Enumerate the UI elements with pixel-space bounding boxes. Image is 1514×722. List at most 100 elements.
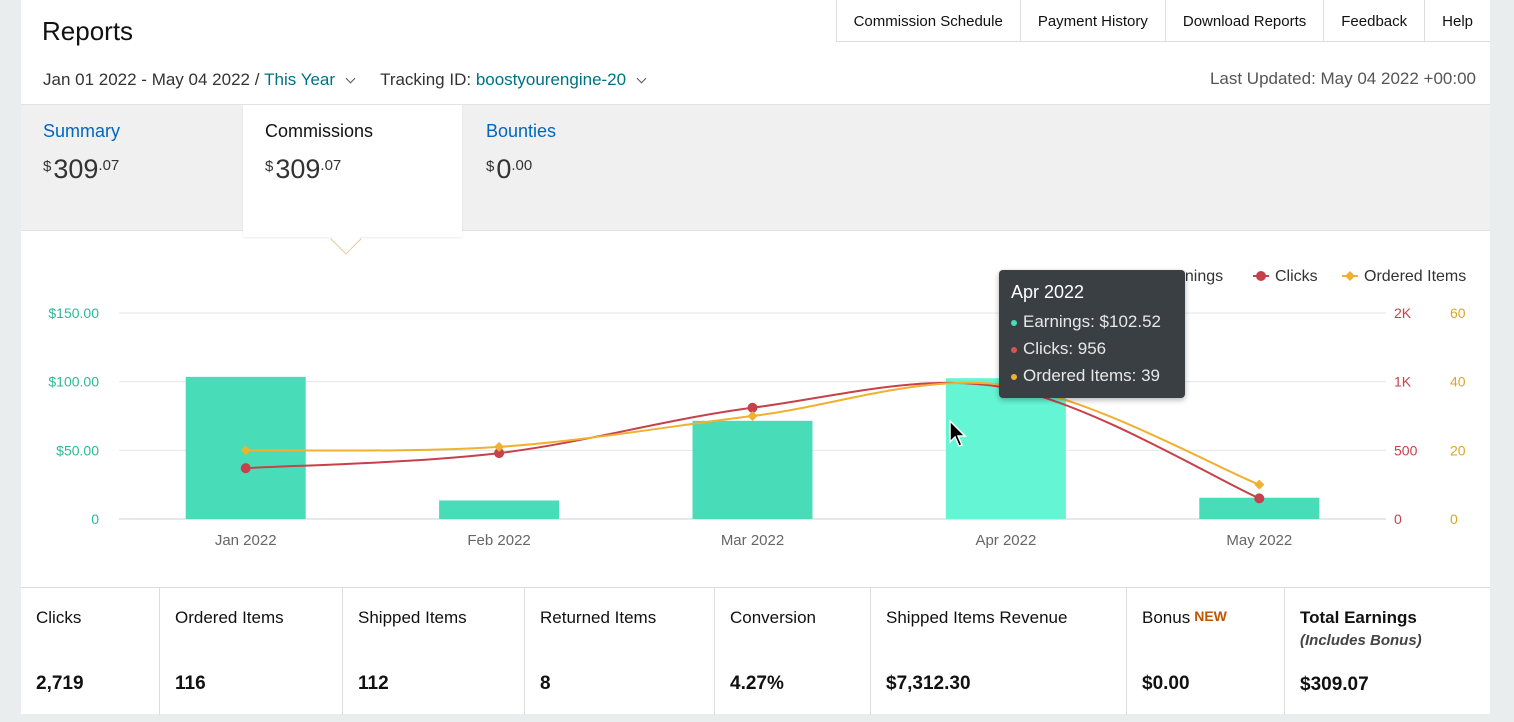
stat-conversion: Conversion 4.27% [715,588,871,715]
legend-ordered-items: Ordered Items [1364,268,1466,285]
tooltip-earnings: Earnings: $102.52 [1023,312,1161,331]
tab-summary[interactable]: Summary $309.07 [21,105,243,232]
amount-whole: 309 [275,154,321,184]
earnings-bar [692,420,813,519]
earnings-bar [945,378,1066,519]
bounties-amount: $0.00 [486,154,642,185]
commissions-amount: $309.07 [265,154,440,185]
ordered-items-point [1254,479,1265,490]
x-axis-label: Jan 2022 [215,532,277,549]
stat-clicks: Clicks 2,719 [21,588,160,715]
clicks-axis-tick: 500 [1394,442,1418,458]
clicks-point [494,448,505,459]
amount-cents: .00 [511,157,533,174]
stat-value: 112 [358,673,389,694]
stat-shipped-items: Shipped Items 112 [343,588,525,715]
earnings-bar [1199,497,1320,519]
mouse-cursor-icon [949,420,967,447]
tab-bounties[interactable]: Bounties $0.00 [464,105,664,232]
date-range: Jan 01 2022 - May 04 2022 / [43,70,260,89]
x-axis-label: May 2022 [1226,532,1292,549]
earnings-bar [439,500,560,519]
stat-bonus: Bonus NEW $0.00 [1127,588,1285,715]
earnings-dot-icon [1011,319,1017,326]
ordered-axis-tick: 60 [1450,305,1466,321]
amount-whole: 0 [496,154,512,184]
clicks-point [1254,493,1265,504]
stat-label: Shipped Items [358,608,467,627]
stat-value: 4.27% [730,673,784,694]
stat-value: 2,719 [36,673,84,694]
reports-panel: Reports Commission Schedule Payment Hist… [21,0,1490,715]
ordered-axis-tick: 40 [1450,374,1466,390]
x-axis-label: Apr 2022 [975,532,1036,549]
nav-payment-history[interactable]: Payment History [1021,0,1166,42]
stat-sublabel: (Includes Bonus) [1300,632,1422,649]
tooltip-row-earnings: Earnings: $102.52 [1011,308,1173,335]
tracking-label: Tracking ID: [380,70,472,89]
tab-commissions-label: Commissions [265,121,374,141]
left-axis-tick: 0 [91,511,99,527]
nav-feedback[interactable]: Feedback [1324,0,1426,42]
stat-value: 8 [540,673,551,694]
period-dropdown[interactable]: This Year [264,70,336,89]
summary-amount: $309.07 [43,154,221,185]
stat-ordered-items: Ordered Items 116 [160,588,343,715]
earnings-chart: 0 $50.00 $100.00 $150.00 0 500 1K 2K 0 20 40 60 Jan … [48,268,1466,549]
clicks-point [747,402,758,413]
nav-commission-schedule[interactable]: Commission Schedule [837,0,1021,42]
chevron-down-icon[interactable] [345,73,356,83]
tooltip-clicks: Clicks: 956 [1023,339,1107,358]
amount-whole: 309 [53,154,99,184]
ordered-axis-tick: 0 [1450,511,1458,527]
tab-summary-label: Summary [43,121,121,141]
chevron-down-icon[interactable] [636,73,647,83]
page-title: Reports [42,16,134,46]
tooltip-title: Apr 2022 [1011,282,1085,302]
stat-label: Returned Items [540,608,657,627]
currency-symbol: $ [265,158,274,175]
stat-label: Conversion [730,608,816,627]
bonus-label: Bonus [1142,608,1191,627]
stat-label: Clicks [36,608,82,627]
amount-cents: .07 [98,157,120,174]
amount-cents: .07 [320,157,342,174]
stat-value: 116 [175,673,206,694]
clicks-dot-icon [1011,346,1017,353]
clicks-axis-tick: 0 [1394,511,1402,527]
stat-value: $309.07 [1300,674,1369,695]
tooltip-row-ordered: Ordered Items: 39 [1011,362,1173,389]
legend-clicks-icon [1256,271,1266,281]
stat-value: $0.00 [1142,673,1190,694]
left-axis-tick: $50.00 [56,442,99,458]
ordered-items-point [747,411,758,421]
clicks-axis-tick: 2K [1394,305,1412,321]
left-axis-tick: $150.00 [48,305,99,321]
currency-symbol: $ [486,158,495,175]
stat-returned-items: Returned Items 8 [525,588,715,715]
tab-bounties-label: Bounties [486,121,557,141]
nav-download-reports[interactable]: Download Reports [1166,0,1325,42]
stat-shipped-revenue: Shipped Items Revenue $7,312.30 [871,588,1127,715]
clicks-axis-tick: 1K [1394,374,1412,390]
tooltip-row-clicks: Clicks: 956 [1011,335,1173,362]
tab-commissions[interactable]: Commissions $309.07 [243,105,462,237]
stat-total-earnings: Total Earnings (Includes Bonus) $309.07 [1285,588,1470,715]
stats-bar: Clicks 2,719 Ordered Items 116 Shipped I… [21,587,1490,715]
stat-label: Ordered Items [175,608,284,627]
x-axis-label: Feb 2022 [467,532,530,549]
tracking-id-dropdown[interactable]: boostyourengine-20 [475,70,627,89]
legend-ordered-icon [1345,271,1355,281]
stat-value: $7,312.30 [886,673,971,694]
clicks-point [240,463,251,474]
tooltip-ordered-items: Ordered Items: 39 [1023,366,1161,385]
stat-label: Bonus NEW [1142,608,1269,628]
filter-bar: Jan 01 2022 - May 04 2022 / This Year Tr… [43,70,659,90]
report-tabs: Summary $309.07 Commissions $309.07 Boun… [21,104,1490,237]
stat-label: Shipped Items Revenue [886,608,1068,627]
ordered-dot-icon [1011,373,1017,380]
ordered-axis-tick: 20 [1450,442,1466,458]
nav-help[interactable]: Help [1442,12,1473,30]
stat-label: Total Earnings [1300,608,1417,627]
last-updated: Last Updated: May 04 2022 +00:00 [1209,69,1476,88]
